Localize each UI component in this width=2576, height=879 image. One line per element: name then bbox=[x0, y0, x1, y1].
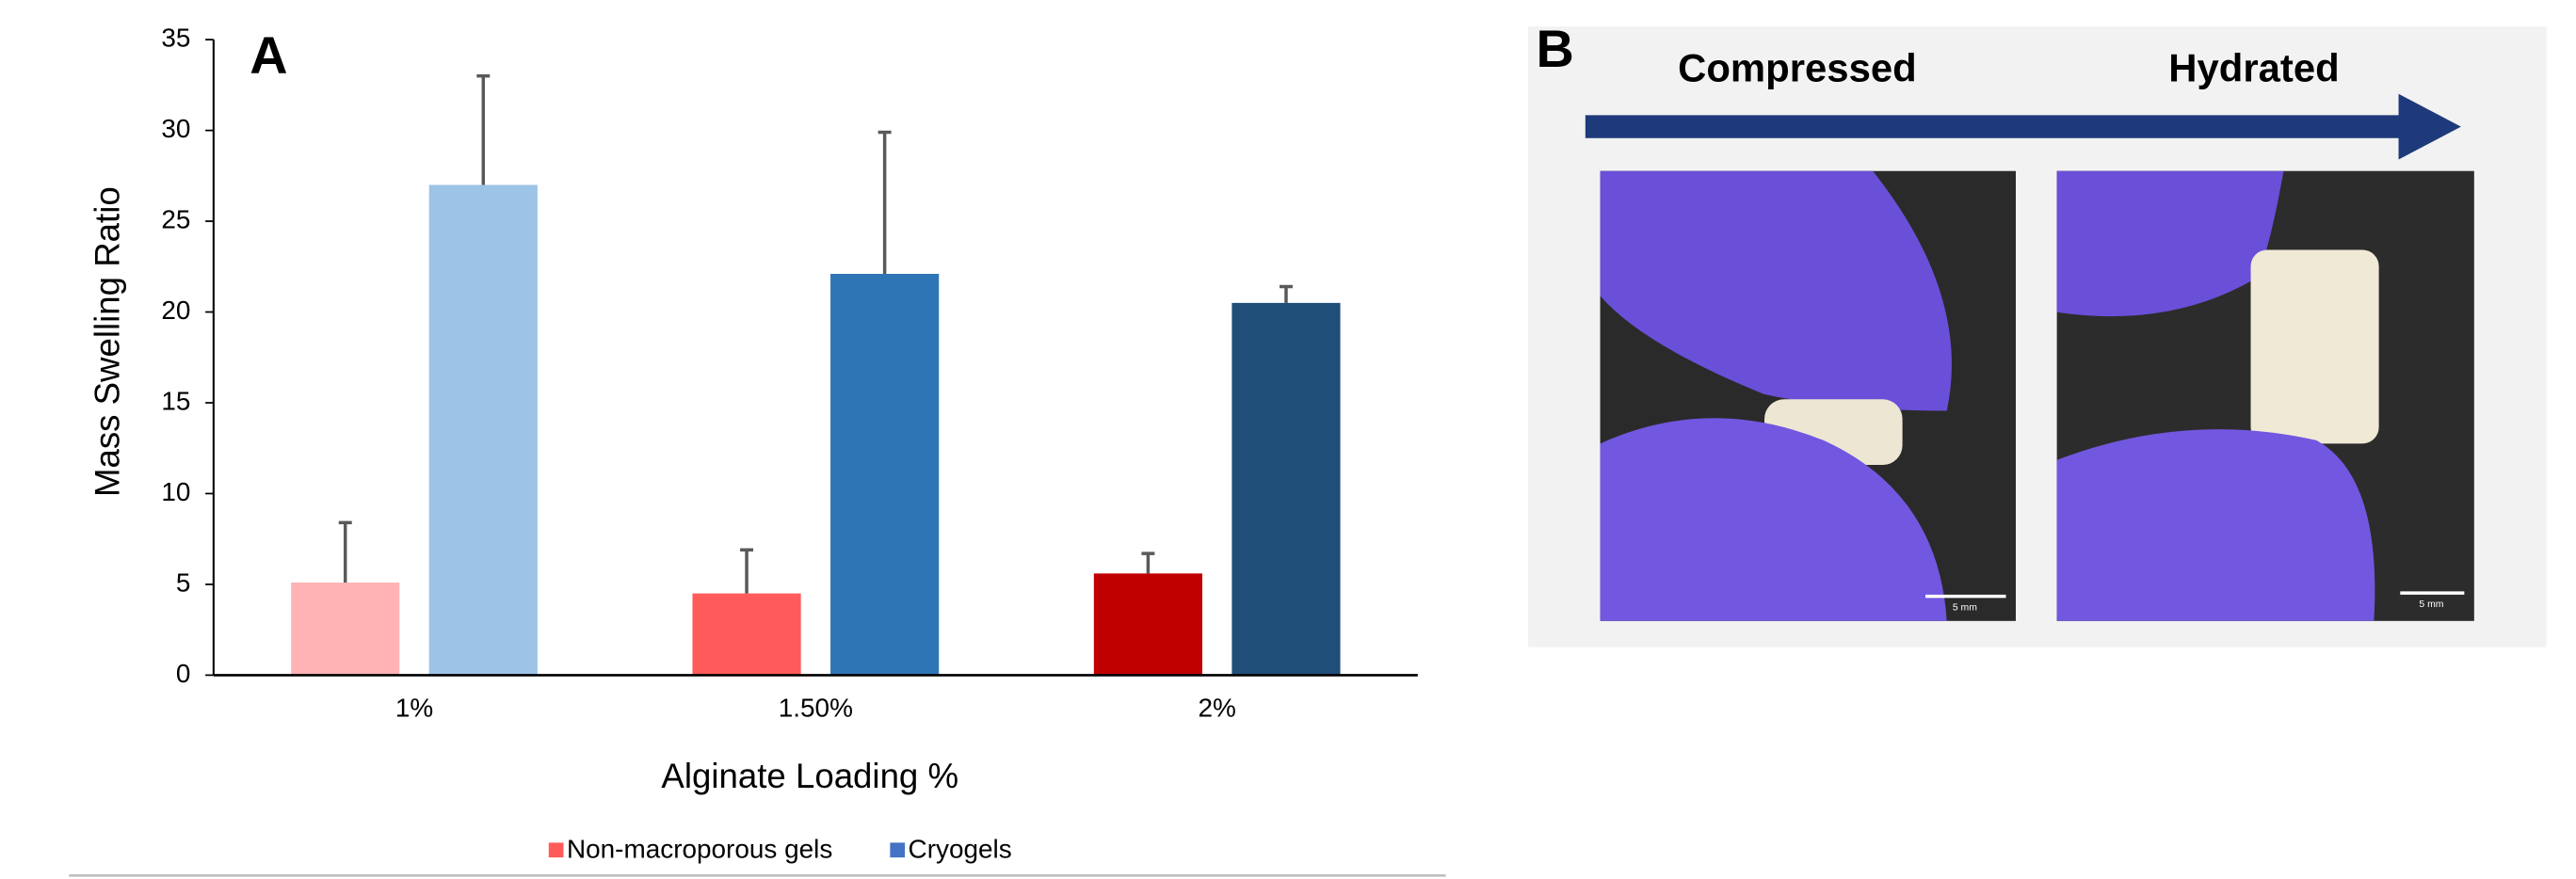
step-label: Compressed bbox=[1678, 45, 1917, 89]
y-tick-label: 20 bbox=[161, 296, 190, 325]
bar bbox=[830, 274, 939, 675]
x-tick-label: 1.50% bbox=[779, 693, 853, 722]
x-tick-label: 1% bbox=[395, 693, 433, 722]
legend-swatch bbox=[890, 842, 905, 857]
figure: A Alginate Loading % Mass Swelling Ratio… bbox=[0, 0, 2576, 879]
bar bbox=[429, 184, 538, 675]
bar bbox=[291, 583, 399, 675]
x-axis-title: Alginate Loading % bbox=[661, 757, 958, 795]
legend-swatch bbox=[549, 842, 564, 857]
legend-label: Cryogels bbox=[909, 834, 1012, 863]
panel-label: B bbox=[1536, 19, 1573, 78]
step-label: Hydrated bbox=[2168, 45, 2339, 89]
legend-label: Non-macroporous gels bbox=[567, 834, 832, 863]
y-tick-label: 0 bbox=[176, 659, 191, 688]
bar bbox=[1232, 303, 1340, 676]
panel-b: B Compressed Hydrated 5 mm 5 mm bbox=[1528, 19, 2547, 647]
bar bbox=[692, 594, 800, 676]
bar bbox=[1094, 573, 1202, 675]
y-tick-label: 25 bbox=[161, 204, 190, 233]
scale-label: 5 mm bbox=[1953, 603, 1977, 614]
x-tick-label: 2% bbox=[1199, 693, 1236, 722]
photo: 5 mm bbox=[2057, 171, 2474, 621]
y-tick-label: 10 bbox=[161, 477, 190, 506]
y-axis-title: Mass Swelling Ratio bbox=[89, 186, 127, 497]
scale-label: 5 mm bbox=[2419, 599, 2443, 610]
y-tick-label: 35 bbox=[161, 23, 190, 52]
y-tick-label: 30 bbox=[161, 114, 190, 143]
panel-label: A bbox=[250, 25, 287, 85]
photo: 5 mm bbox=[1601, 171, 2016, 621]
y-tick-label: 15 bbox=[161, 386, 190, 415]
y-tick-label: 5 bbox=[176, 567, 191, 597]
